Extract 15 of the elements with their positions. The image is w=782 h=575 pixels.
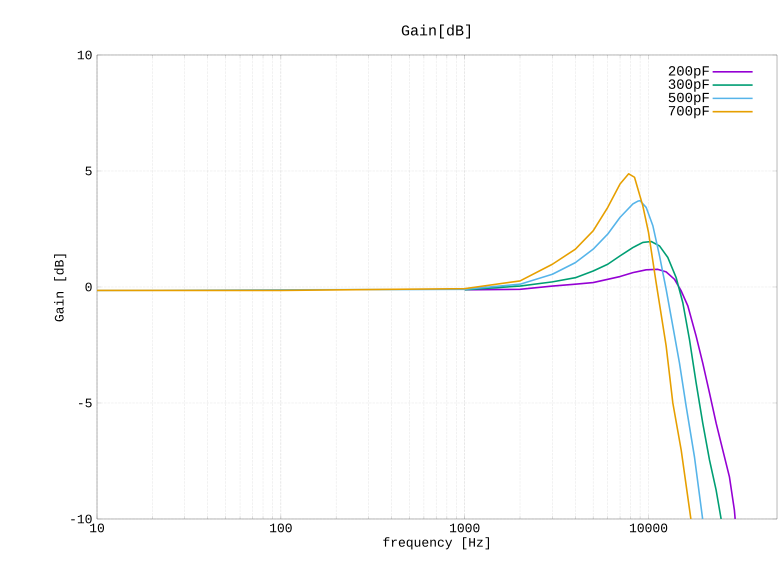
legend-label: 300pF [668,79,709,92]
y-axis-title: Gain [dB] [54,254,66,322]
x-tick-label: 100 [270,524,292,532]
chart-title: Gain[dB] [402,24,470,38]
legend-label: 500pF [668,92,709,105]
x-axis-title: frequency [Hz] [383,537,489,550]
x-tick-label: 10000 [630,524,668,532]
legend-label: 200pF [668,66,709,78]
y-tick-label: 10 [78,50,92,60]
y-tick-label: 5 [85,166,92,176]
y-tick-label: 0 [85,282,92,292]
y-tick-label: -10 [71,514,92,524]
legend-label: 700pF [668,106,709,118]
x-tick-label: 1000 [450,524,480,532]
y-tick-label: -5 [79,398,92,408]
